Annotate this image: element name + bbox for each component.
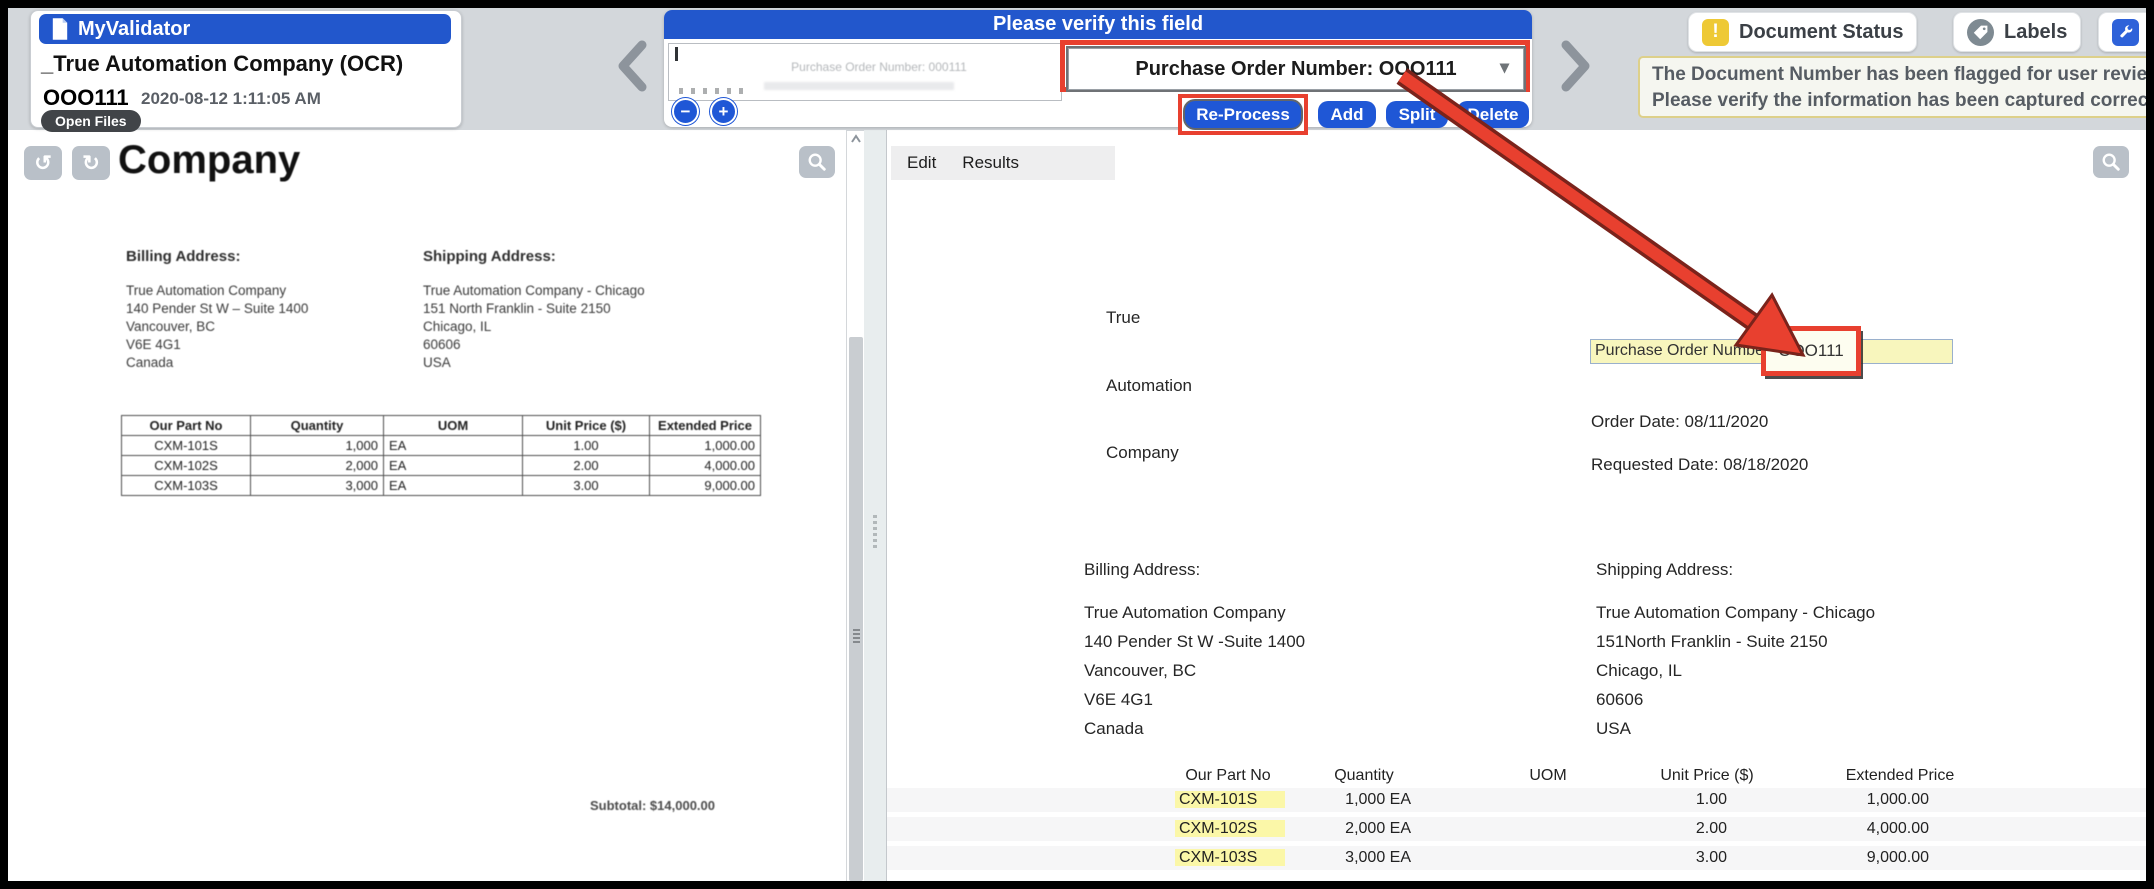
tools-label: Tools [2149, 21, 2154, 44]
prev-document-button[interactable] [612, 38, 652, 94]
flag-message-line1: The Document Number has been flagged for… [1652, 62, 2154, 88]
extracted-document-panel: Edit Results True Automation Company Pur… [886, 130, 2147, 881]
panel-divider[interactable] [864, 130, 886, 881]
table-row[interactable]: CXM-101S 1,000 EA 1.00 1,000.00 [887, 788, 2147, 812]
chevron-right-icon [1556, 38, 1596, 94]
highlighted-part-no[interactable]: CXM-102S [1175, 820, 1285, 837]
po-value: OOO111 [1778, 341, 1844, 361]
verify-banner: Please verify this field [664, 10, 1532, 39]
split-button[interactable]: Split [1386, 101, 1448, 128]
field-dropdown-value: Purchase Order Number: OOO111 [1135, 58, 1456, 81]
document-status-button[interactable]: ! Document Status [1688, 12, 1917, 52]
scan-shipping-address: True Automation Company - Chicago 151 No… [423, 282, 645, 372]
rotate-left-button[interactable]: ↺ [24, 146, 62, 180]
tab-edit[interactable]: Edit [907, 153, 936, 173]
table-row[interactable]: CXM-103S 3,000 EA 3.00 9,000.00 [887, 846, 2147, 870]
thumbnail-artifacts [679, 88, 749, 94]
document-icon [51, 18, 69, 40]
scan-shipping-label: Shipping Address: [423, 248, 556, 265]
left-zoom-search-button[interactable] [799, 146, 835, 178]
field-dropdown[interactable]: Purchase Order Number: OOO111 ▾ [1068, 48, 1524, 90]
field-snippet-thumbnail[interactable]: Purchase Order Number: 000111 [668, 43, 1062, 101]
scan-billing-label: Billing Address: [126, 248, 240, 265]
table-row: CXM-101S 1,000 EA 1.00 1,000.00 [122, 436, 761, 456]
reprocess-highlight-box: Re-Process [1178, 94, 1308, 135]
order-date: Order Date: 08/11/2020 [1591, 412, 1768, 432]
source-document-panel: ↺ ↻ Company Billing Address: True Automa… [8, 130, 846, 881]
highlighted-part-no[interactable]: CXM-101S [1175, 791, 1285, 808]
labels-button[interactable]: Labels [1953, 12, 2081, 52]
scanned-document: Company Billing Address: True Automation… [8, 130, 846, 881]
highlighted-part-no[interactable]: CXM-103S [1175, 849, 1285, 866]
left-panel-scrollbar[interactable] [846, 131, 865, 881]
po-value-highlight-box: OOO111 [1761, 326, 1861, 376]
thumbnail-faint-line [764, 82, 954, 90]
billing-address: True Automation Company 140 Pender St W … [1084, 598, 1305, 743]
app-title: MyValidator [78, 18, 190, 41]
labels-label: Labels [2004, 21, 2067, 44]
document-card: MyValidator _True Automation Company (OC… [30, 10, 462, 128]
doc-word: Company [1106, 443, 1179, 463]
document-timestamp: 2020-08-12 1:11:05 AM [141, 89, 321, 109]
reprocess-button[interactable]: Re-Process [1185, 101, 1301, 128]
shipping-address: True Automation Company - Chicago 151Nor… [1596, 598, 1875, 743]
table-header-row: Our Part No Quantity UOM Unit Price ($) … [122, 416, 761, 436]
zoom-out-button[interactable]: − [672, 98, 699, 125]
table-row: CXM-103S 3,000 EA 3.00 9,000.00 [122, 476, 761, 496]
exclamation-icon: ! [1702, 19, 1729, 46]
doc-word: Automation [1106, 376, 1192, 396]
thumbnail-text: Purchase Order Number: 000111 [759, 60, 999, 74]
tab-results[interactable]: Results [962, 153, 1019, 173]
flag-message-line2: Please verify the information has been c… [1652, 88, 2154, 114]
add-button[interactable]: Add [1318, 101, 1376, 128]
verify-field-panel: Please verify this field Purchase Order … [664, 10, 1532, 127]
billing-label: Billing Address: [1084, 560, 1200, 580]
magnifier-icon [807, 152, 827, 172]
rotate-left-icon: ↺ [34, 151, 52, 176]
shipping-label: Shipping Address: [1596, 560, 1733, 580]
document-number: OOO111 [43, 85, 129, 111]
right-zoom-search-button[interactable] [2093, 146, 2129, 178]
wrench-icon [2112, 19, 2139, 46]
document-status-label: Document Status [1739, 21, 1903, 44]
tools-button[interactable]: Tools [2098, 12, 2154, 52]
requested-date: Requested Date: 08/18/2020 [1591, 455, 1808, 475]
rotate-right-button[interactable]: ↻ [72, 146, 110, 180]
app-titlebar: MyValidator [39, 14, 451, 44]
rotate-right-icon: ↻ [82, 151, 100, 176]
doc-word: True [1106, 308, 1140, 328]
scan-billing-address: True Automation Company 140 Pender St W … [126, 282, 308, 372]
divider-grip-icon [873, 515, 877, 551]
chevron-down-icon: ▾ [1500, 57, 1509, 78]
table-row[interactable]: CXM-102S 2,000 EA 2.00 4,000.00 [887, 817, 2147, 841]
scan-title: Company [118, 138, 300, 183]
scan-subtotal: Subtotal: $14,000.00 [590, 798, 715, 813]
field-dropdown-highlight-box: Purchase Order Number: OOO111 ▾ [1060, 40, 1530, 92]
scrollbar-thumb[interactable] [849, 337, 863, 881]
delete-button[interactable]: Delete [1457, 101, 1529, 128]
open-files-button[interactable]: Open Files [41, 110, 141, 132]
right-panel-tabs: Edit Results [891, 146, 1115, 180]
next-document-button[interactable] [1556, 38, 1596, 94]
document-company-line: _True Automation Company (OCR) [41, 51, 403, 77]
results-table-header: Our Part No Quantity UOM Unit Price ($) … [887, 764, 2147, 788]
scan-line-items-table: Our Part No Quantity UOM Unit Price ($) … [121, 415, 761, 496]
scrollbar-grip [853, 629, 860, 643]
magnifier-icon [2101, 152, 2121, 172]
chevron-left-icon [612, 38, 652, 94]
table-row: CXM-102S 2,000 EA 2.00 4,000.00 [122, 456, 761, 476]
zoom-in-button[interactable]: + [710, 98, 737, 125]
thumbnail-artifact [675, 47, 678, 61]
scroll-up-icon [850, 134, 862, 144]
flag-message-tooltip: The Document Number has been flagged for… [1638, 56, 2154, 118]
tag-icon [1967, 19, 1994, 46]
